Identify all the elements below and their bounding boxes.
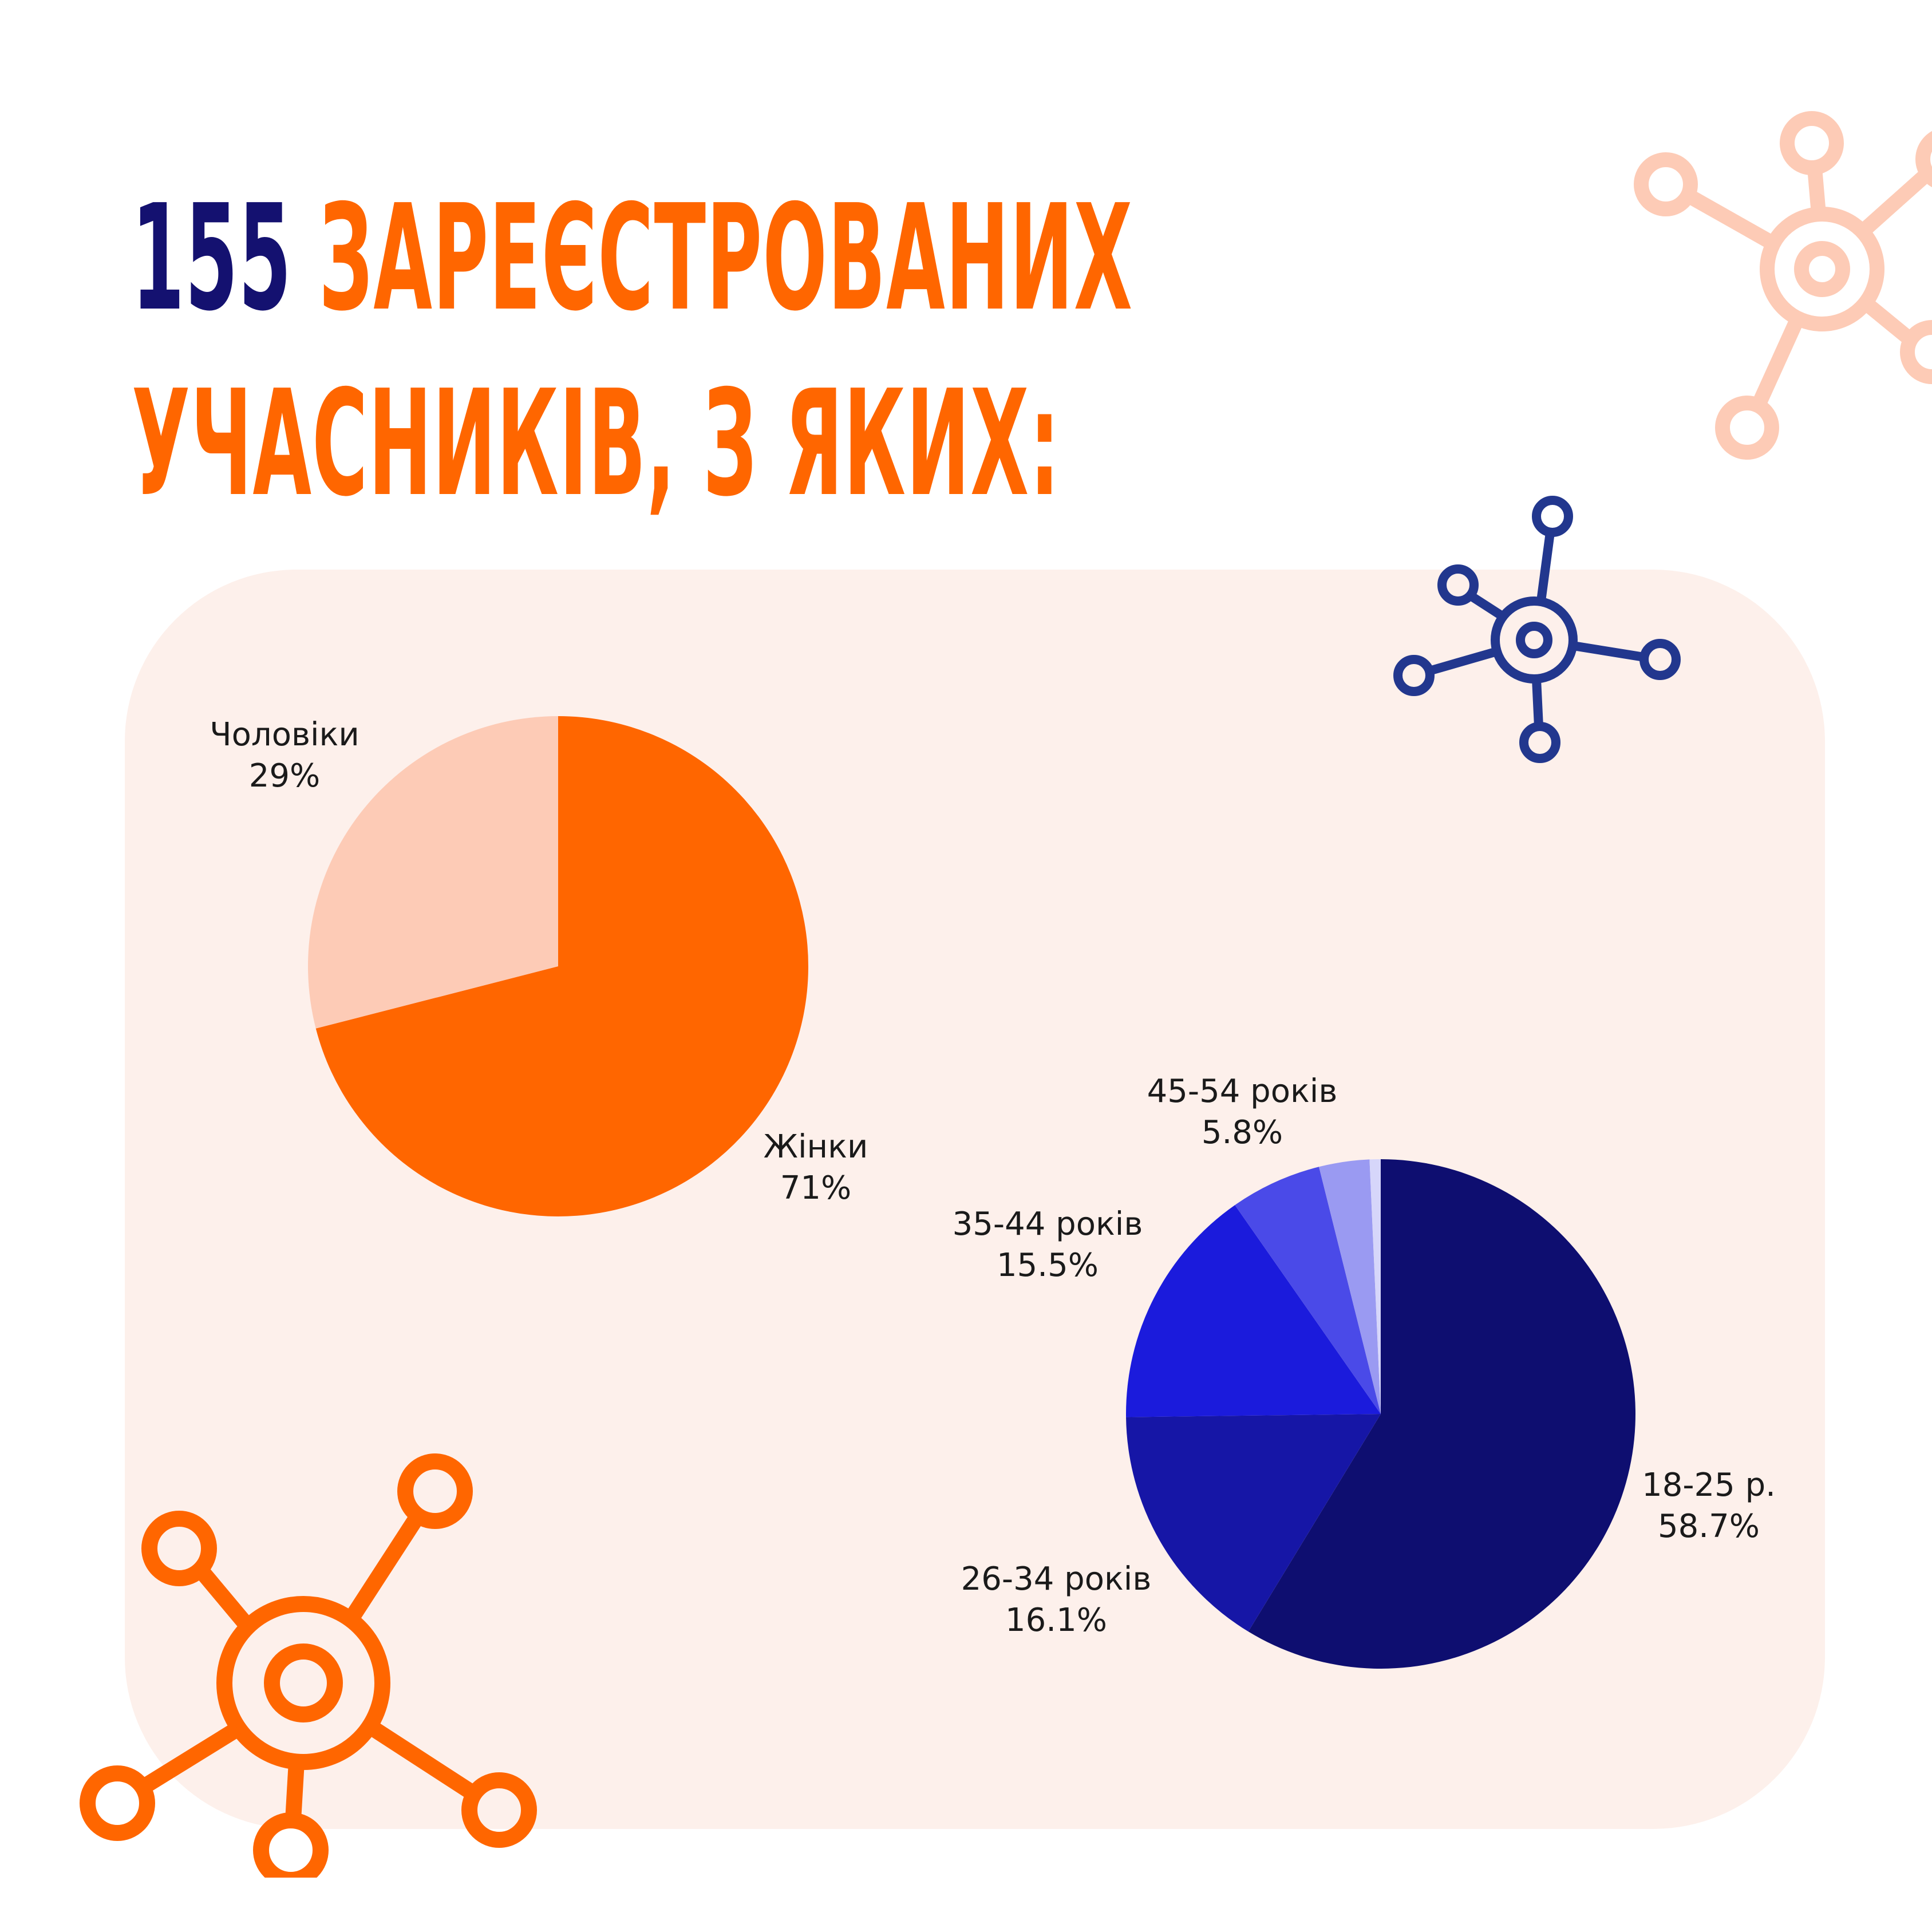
gender-label-1-name: Чоловіки [210,716,359,753]
age-label-1-name: 26-34 років [961,1560,1152,1598]
gender-pie-chart [308,716,808,1216]
age-label-3-value: 5.8% [1202,1114,1283,1151]
age-label-0-value: 58.7% [1658,1508,1760,1545]
gender-label-0-name: Жінки [764,1128,868,1165]
gender-label-0-value: 71% [780,1170,851,1207]
age-label-2-value: 15.5% [997,1247,1099,1284]
gender-label-1-value: 29% [249,757,320,795]
age-label-2-name: 35-44 років [953,1206,1143,1243]
age-label-0-name: 18-25 р. [1642,1467,1776,1504]
age-label-1-value: 16.1% [1005,1602,1107,1639]
age-label-3-name: 45-54 років [1147,1073,1338,1110]
age-pie-chart [1126,1159,1635,1669]
